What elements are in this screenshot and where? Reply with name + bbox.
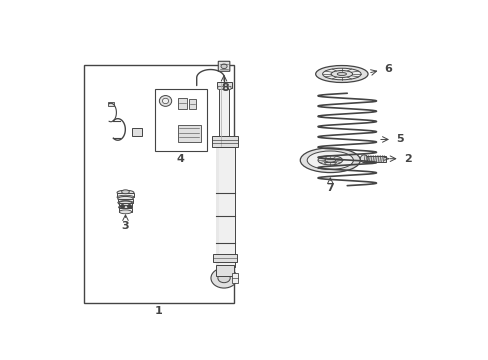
Ellipse shape [306,151,353,170]
FancyBboxPatch shape [218,86,230,89]
Ellipse shape [218,274,230,283]
Bar [107,102,114,106]
Ellipse shape [360,155,367,163]
Bar [213,254,237,262]
Ellipse shape [162,98,168,104]
Ellipse shape [119,210,131,214]
Bar [118,203,132,207]
Ellipse shape [118,205,132,209]
Bar [219,82,229,147]
Bar [217,82,231,88]
Ellipse shape [330,71,352,77]
Ellipse shape [118,201,132,206]
Bar [117,193,134,197]
Ellipse shape [221,64,226,69]
Bar [216,265,234,276]
Ellipse shape [119,206,131,210]
Bar [178,125,201,142]
Text: 1: 1 [154,306,162,316]
Ellipse shape [324,158,335,162]
Bar [178,98,187,109]
Ellipse shape [159,95,171,106]
Text: 6: 6 [384,64,391,73]
Ellipse shape [317,156,342,165]
Ellipse shape [322,68,360,80]
Bar [118,199,133,203]
Text: 8: 8 [221,83,229,93]
Bar [154,89,207,151]
Bar [212,136,238,147]
Ellipse shape [122,190,129,194]
Bar [231,274,238,283]
Ellipse shape [118,197,133,201]
Bar [119,208,131,212]
Text: 7: 7 [326,183,333,193]
Ellipse shape [300,148,360,172]
Bar [131,128,142,136]
Ellipse shape [337,72,346,76]
FancyBboxPatch shape [218,61,229,71]
Bar [188,99,196,109]
Text: 4: 4 [177,154,184,164]
Text: 5: 5 [396,134,403,144]
Bar [84,65,234,303]
Ellipse shape [117,190,134,195]
Ellipse shape [210,268,237,288]
Text: 3: 3 [122,221,129,231]
Ellipse shape [118,201,133,204]
Ellipse shape [117,195,134,199]
Bar [362,156,385,162]
Ellipse shape [315,66,367,82]
Bar [216,148,218,266]
Bar [215,147,234,266]
Text: 2: 2 [404,154,411,164]
